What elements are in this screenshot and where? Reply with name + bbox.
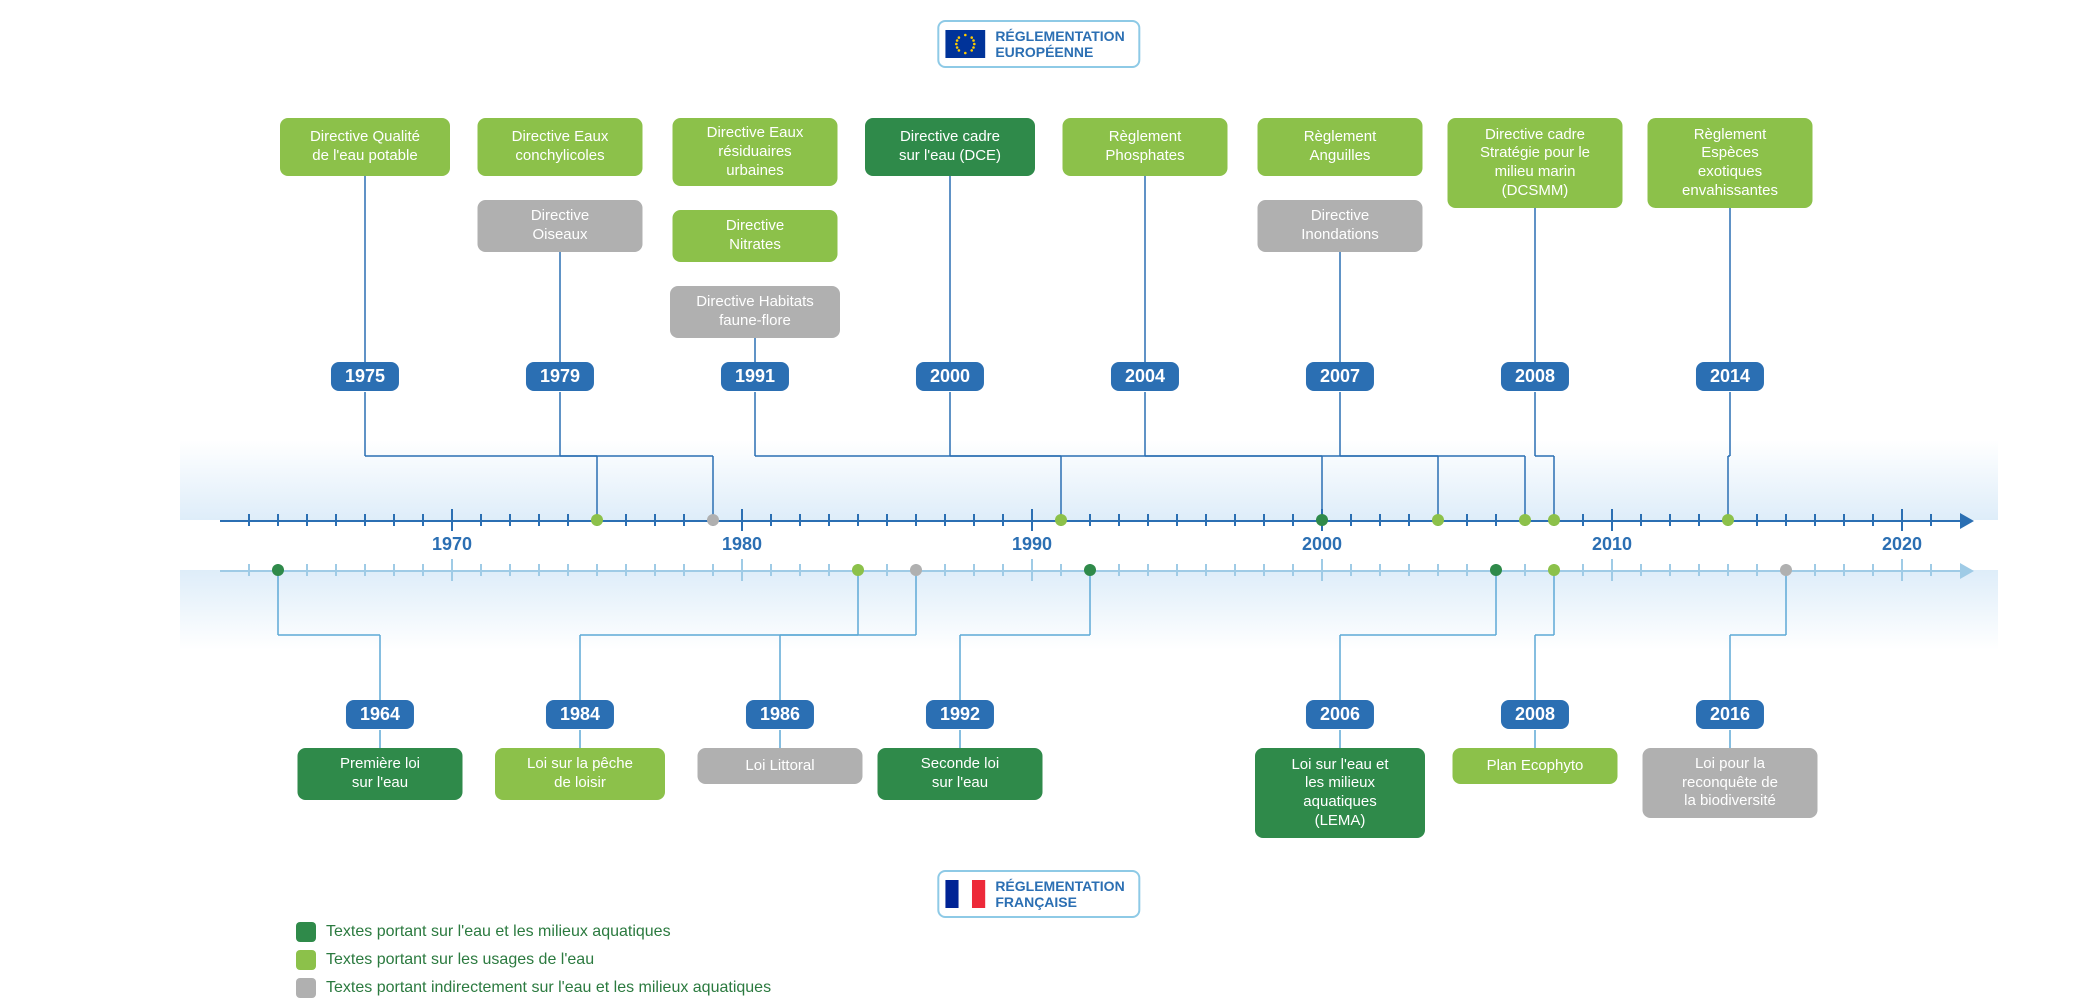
fr-header-label: RÉGLEMENTATIONFRANÇAISE bbox=[995, 878, 1124, 910]
legend-text: Textes portant sur les usages de l'eau bbox=[326, 951, 594, 969]
axis-dot bbox=[1548, 514, 1560, 526]
directive-card: Directive Eauxrésiduairesurbaines bbox=[673, 118, 838, 186]
legend-swatch bbox=[296, 950, 316, 970]
directive-card: DirectiveOiseaux bbox=[478, 200, 643, 252]
axis-tick-label: 2000 bbox=[1302, 534, 1342, 555]
directive-card: RèglementEspècesexotiquesenvahissantes bbox=[1648, 118, 1813, 208]
axis-dot bbox=[852, 564, 864, 576]
directive-card: Directive cadreStratégie pour lemilieu m… bbox=[1448, 118, 1623, 208]
axis-gradient-bottom bbox=[180, 570, 1998, 650]
axis-dot bbox=[1316, 514, 1328, 526]
axis-tick-label: 2020 bbox=[1882, 534, 1922, 555]
year-pill: 2014 bbox=[1696, 362, 1764, 391]
year-pill: 2004 bbox=[1111, 362, 1179, 391]
directive-card: Seconde loisur l'eau bbox=[878, 748, 1043, 800]
year-pill: 2008 bbox=[1501, 362, 1569, 391]
year-pill: 1992 bbox=[926, 700, 994, 729]
year-pill: 1991 bbox=[721, 362, 789, 391]
eu-header-label: RÉGLEMENTATIONEUROPÉENNE bbox=[995, 28, 1124, 60]
year-pill: 2006 bbox=[1306, 700, 1374, 729]
legend-row: Textes portant sur l'eau et les milieux … bbox=[296, 922, 771, 942]
year-pill: 1975 bbox=[331, 362, 399, 391]
axis-dot bbox=[1780, 564, 1792, 576]
directive-card: Loi pour lareconquête dela biodiversité bbox=[1643, 748, 1818, 818]
directive-card: Première loisur l'eau bbox=[298, 748, 463, 800]
axis-dot bbox=[910, 564, 922, 576]
directive-card: Directive Habitatsfaune-flore bbox=[670, 286, 840, 338]
directive-card: DirectiveInondations bbox=[1258, 200, 1423, 252]
legend-text: Textes portant indirectement sur l'eau e… bbox=[326, 979, 771, 997]
year-pill: 2007 bbox=[1306, 362, 1374, 391]
directive-card: Loi Littoral bbox=[698, 748, 863, 784]
axis-dot bbox=[707, 514, 719, 526]
directive-card: Loi sur l'eau etles milieuxaquatiques(LE… bbox=[1255, 748, 1425, 838]
directive-card: DirectiveNitrates bbox=[673, 210, 838, 262]
year-pill: 2008 bbox=[1501, 700, 1569, 729]
year-pill: 1979 bbox=[526, 362, 594, 391]
axis-dot bbox=[1432, 514, 1444, 526]
directive-card: RèglementPhosphates bbox=[1063, 118, 1228, 176]
fr-flag-icon bbox=[945, 880, 985, 908]
axis-dot bbox=[272, 564, 284, 576]
directive-card: Directive cadresur l'eau (DCE) bbox=[865, 118, 1035, 176]
axis-dot bbox=[1722, 514, 1734, 526]
directive-card: Plan Ecophyto bbox=[1453, 748, 1618, 784]
directive-card: RèglementAnguilles bbox=[1258, 118, 1423, 176]
directive-card: Loi sur la pêchede loisir bbox=[495, 748, 665, 800]
eu-header-badge: RÉGLEMENTATIONEUROPÉENNE bbox=[937, 20, 1140, 68]
directive-card: Directive Qualitéde l'eau potable bbox=[280, 118, 450, 176]
directive-card: Directive Eauxconchylicoles bbox=[478, 118, 643, 176]
axis-tick-label: 1970 bbox=[432, 534, 472, 555]
timeline-infographic: RÉGLEMENTATIONEUROPÉENNE RÉGLEMENTATIONF… bbox=[0, 0, 2078, 996]
legend: Textes portant sur l'eau et les milieux … bbox=[296, 922, 771, 1006]
year-pill: 1964 bbox=[346, 700, 414, 729]
eu-flag-icon bbox=[945, 30, 985, 58]
axis-tick-label: 1980 bbox=[722, 534, 762, 555]
axis-dot bbox=[1084, 564, 1096, 576]
axis-dot bbox=[1055, 514, 1067, 526]
axis-top: 197019801990200020102020 bbox=[220, 520, 1960, 521]
legend-swatch bbox=[296, 978, 316, 998]
fr-header-badge: RÉGLEMENTATIONFRANÇAISE bbox=[937, 870, 1140, 918]
legend-row: Textes portant indirectement sur l'eau e… bbox=[296, 978, 771, 998]
axis-dot bbox=[591, 514, 603, 526]
legend-row: Textes portant sur les usages de l'eau bbox=[296, 950, 771, 970]
axis-tick-label: 2010 bbox=[1592, 534, 1632, 555]
legend-text: Textes portant sur l'eau et les milieux … bbox=[326, 923, 671, 941]
axis-dot bbox=[1490, 564, 1502, 576]
year-pill: 1986 bbox=[746, 700, 814, 729]
axis-gradient-top bbox=[180, 440, 1998, 520]
year-pill: 2016 bbox=[1696, 700, 1764, 729]
axis-dot bbox=[1548, 564, 1560, 576]
year-pill: 2000 bbox=[916, 362, 984, 391]
axis-tick-label: 1990 bbox=[1012, 534, 1052, 555]
year-pill: 1984 bbox=[546, 700, 614, 729]
axis-dot bbox=[1519, 514, 1531, 526]
legend-swatch bbox=[296, 922, 316, 942]
